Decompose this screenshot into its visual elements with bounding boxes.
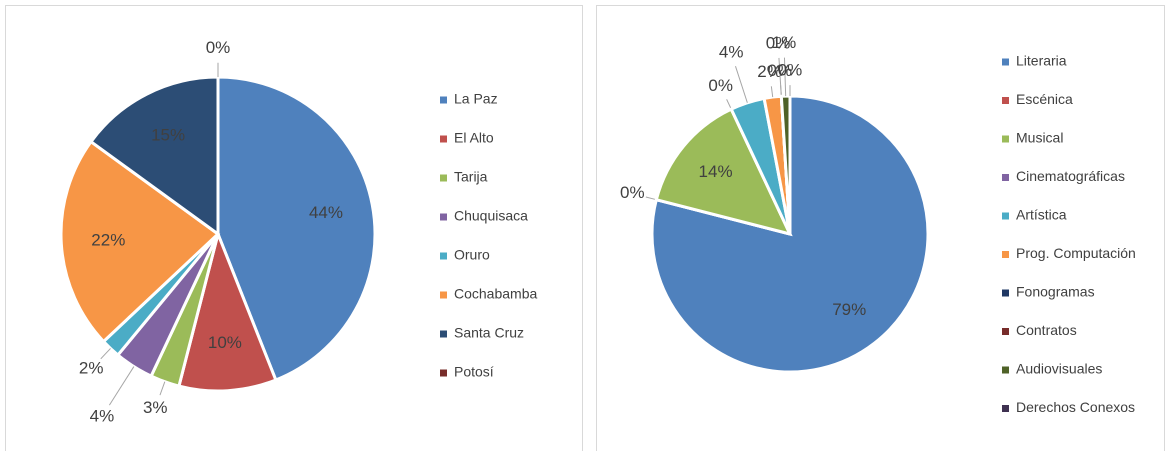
legend-label: Oruro [454,247,490,263]
legend-swatch [1002,289,1009,297]
data-label: 79% [832,300,866,319]
leader-line [726,99,732,110]
legend-label: Contratos [1016,322,1077,338]
legend-swatch [1002,212,1009,220]
pie-slice [177,229,278,393]
data-label: 4% [719,42,744,61]
legend-swatch [440,213,447,221]
legend-label: Musical [1016,130,1063,146]
legend-swatch [440,96,447,104]
legend-label: La Paz [454,91,498,107]
legend-label: Cinematográficas [1016,168,1125,184]
pie-slice [654,107,793,237]
legend-swatch [1002,405,1009,412]
data-label: 0% [778,61,803,80]
data-label: 0% [620,183,645,202]
data-label: 14% [699,162,733,181]
data-label: 44% [309,203,343,222]
legend-swatch [1002,328,1009,335]
pie-slice [88,75,220,237]
legend-label: Escénica [1016,91,1073,107]
legend-swatch [1002,174,1009,181]
legend-label: Prog. Computación [1016,245,1136,261]
leader-line [735,66,748,103]
legend-label: Artística [1016,207,1067,223]
legend-swatch [440,291,447,299]
leader-line [100,348,111,360]
legend-swatch [1002,251,1009,258]
pie-slice [216,75,377,382]
data-label: 1% [772,33,797,52]
data-label: 10% [208,333,242,352]
leader-line [780,85,782,97]
legend-label: Audiovisuales [1016,361,1102,377]
data-label: 15% [151,126,185,145]
legend-label: Potosí [454,364,494,380]
legend-label: Cochabamba [454,286,537,302]
data-label: 3% [143,398,168,417]
legend-swatch [440,252,447,260]
legend-swatch [440,330,447,338]
leader-line [159,381,166,396]
legend-label: Chuquisaca [454,208,528,224]
data-label: 2% [79,359,104,378]
legend-label: Fonogramas [1016,284,1095,300]
leader-line [108,366,135,406]
data-label: 2% [757,62,782,81]
legend-swatch [1002,58,1009,66]
pie-slice [59,139,221,344]
legend-label: Santa Cruz [454,325,524,341]
data-label: 0% [766,33,791,52]
data-label: 0% [767,61,792,80]
leader-line [783,57,787,97]
legend-swatch [1002,366,1009,374]
legend-swatch [440,174,447,182]
data-label: 4% [90,406,115,425]
legend-label: Derechos Conexos [1016,399,1135,415]
legend-swatch [1002,97,1009,104]
data-label: 0% [206,38,231,57]
legend-swatch [440,135,447,143]
legend-label: Tarija [454,169,488,185]
legend-label: Literaria [1016,53,1067,69]
legend-swatch [1002,135,1009,143]
leader-line [645,196,657,201]
leader-line [770,86,774,98]
legend-label: El Alto [454,130,494,146]
data-label: 22% [91,230,125,249]
data-label: 0% [708,76,733,95]
legend-swatch [440,369,447,377]
